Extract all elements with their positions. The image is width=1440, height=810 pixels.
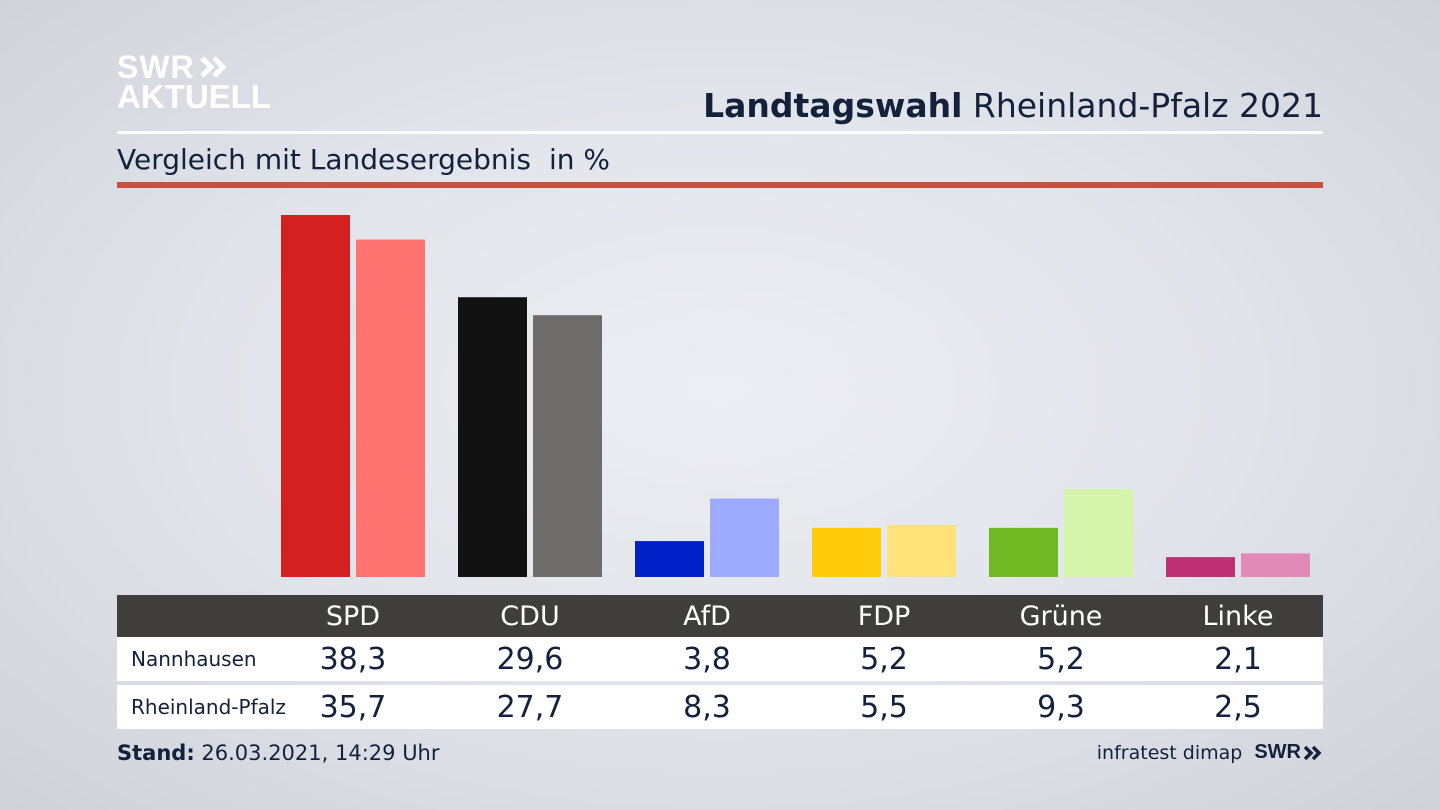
subtitle-text: Vergleich mit Landesergebnis [117,143,531,176]
value-cell-spd: 38,3 [319,641,387,677]
value-cell-grüne: 9,3 [1037,689,1085,725]
bar-afd-nannhausen [635,541,704,577]
value-cell-fdp: 5,5 [860,689,908,725]
table-header-row: SPD CDU AfD FDP Grüne Linke [117,595,1323,637]
bar-spd-rheinland-pfalz [356,239,425,578]
results-table: SPD CDU AfD FDP Grüne Linke Nannhausen 38,3 29… [117,595,1323,729]
accent-divider [117,182,1323,188]
logo-line2: AKTUELL [117,78,271,115]
table-row: Nannhausen 38,3 29,6 3,8 5,2 5,2 2,1 [117,637,1323,681]
column-header-grüne: Grüne [1019,600,1103,632]
value-cell-spd: 35,7 [319,689,387,725]
row-label: Nannhausen [131,647,257,671]
bar-afd-rheinland-pfalz [710,498,779,577]
double-chevron-icon [1303,745,1322,760]
chart-subtitle: Vergleich mit Landesergebnis in % [117,143,610,176]
bar-cdu-nannhausen [458,297,527,577]
logo-line1: SWR [117,49,195,85]
bar-fdp-nannhausen [812,527,881,577]
source-credit: infratest dimap SWR [1097,741,1323,764]
swr-aktuell-logo: SWR AKTUELL [117,49,271,115]
bar-cdu-rheinland-pfalz [533,315,602,577]
timestamp: Stand: 26.03.2021, 14:29 Uhr [117,741,440,765]
bar-chart [281,215,1310,578]
swr-brand: SWR [1254,741,1323,764]
value-cell-afd: 8,3 [683,689,731,725]
value-cell-cdu: 29,6 [496,641,564,677]
source-label: infratest dimap [1096,741,1243,764]
stand-value: 26.03.2021, 14:29 Uhr [201,741,440,765]
title-divider [117,131,1323,134]
column-header-spd: SPD [325,600,381,632]
value-cell-grüne: 5,2 [1037,641,1085,677]
column-header-cdu: CDU [500,600,560,632]
bar-fdp-rheinland-pfalz [887,525,956,577]
title-rest: Rheinland-Pfalz 2021 [972,86,1323,125]
value-cell-linke: 2,1 [1214,641,1262,677]
double-chevron-icon [199,56,227,78]
unit-label: in % [548,143,611,176]
column-header-afd: AfD [683,600,731,632]
stand-label: Stand: [117,741,195,765]
bar-grüne-rheinland-pfalz [1064,489,1133,577]
table-row: Rheinland-Pfalz 35,7 27,7 8,3 5,5 9,3 2,5 [117,685,1323,729]
value-cell-cdu: 27,7 [496,689,564,725]
brand-label: SWR [1254,741,1301,763]
bar-linke-rheinland-pfalz [1241,553,1310,577]
page-title: Landtagswahl Rheinland-Pfalz 2021 [703,86,1323,125]
value-cell-linke: 2,5 [1214,689,1262,725]
bar-spd-nannhausen [281,215,350,577]
bar-linke-nannhausen [1166,557,1235,577]
value-cell-afd: 3,8 [683,641,731,677]
bar-grüne-nannhausen [989,527,1058,577]
title-bold: Landtagswahl [703,86,963,125]
value-cell-fdp: 5,2 [860,641,908,677]
row-label: Rheinland-Pfalz [131,695,286,719]
column-header-linke: Linke [1202,600,1274,632]
column-header-fdp: FDP [857,600,911,632]
